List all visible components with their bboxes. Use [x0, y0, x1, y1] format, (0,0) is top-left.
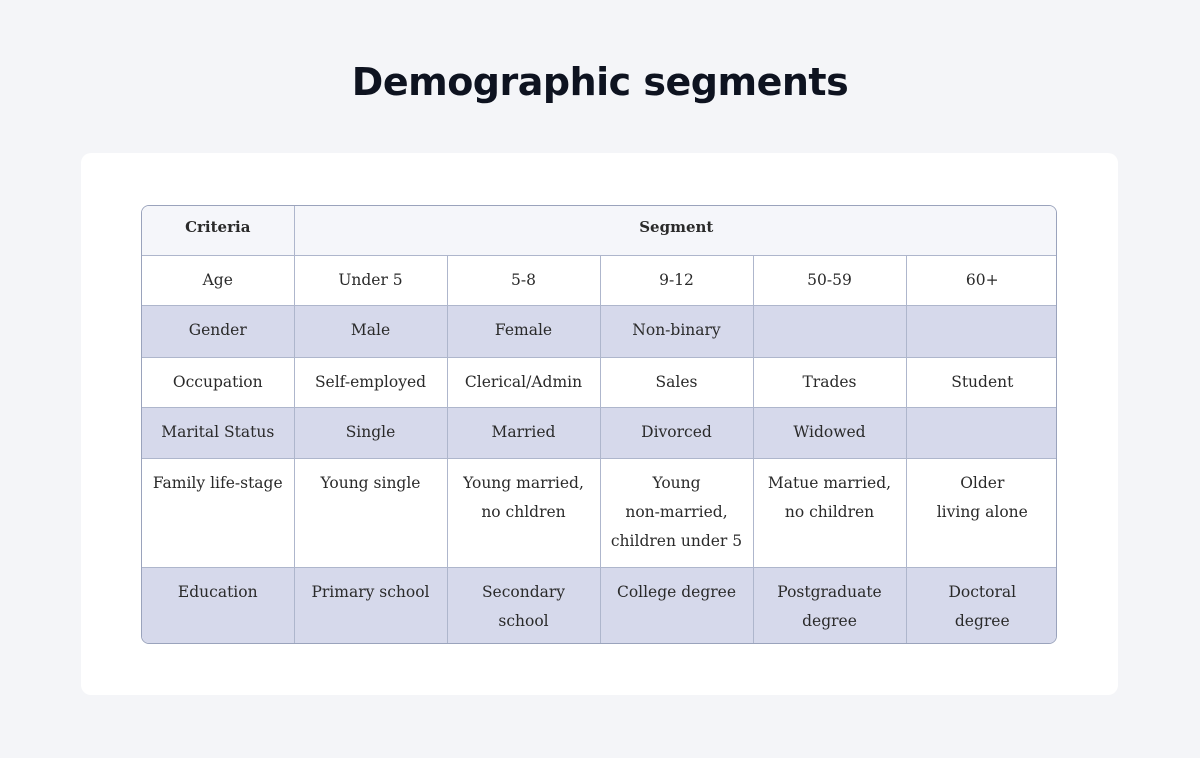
- segment-cell: Student: [905, 356, 1056, 408]
- segment-cell: 50-59: [752, 254, 907, 306]
- segment-cell: Young single: [293, 457, 448, 568]
- segment-header: Segment: [293, 206, 1056, 256]
- criteria-cell: Occupation: [142, 356, 295, 408]
- segment-cell: Divorced: [599, 406, 754, 459]
- segment-cell: College degree: [599, 566, 754, 643]
- segment-cell: Primary school: [293, 566, 448, 643]
- segments-table-container: Criteria Segment Age Under 5 5-8 9-12 50…: [141, 205, 1057, 644]
- segment-cell-empty: [752, 304, 907, 358]
- criteria-cell: Education: [142, 566, 295, 643]
- criteria-cell: Age: [142, 254, 295, 306]
- segment-cell: Married: [446, 406, 601, 459]
- segment-cell-empty: [905, 406, 1056, 459]
- segment-cell: Secondary school: [446, 566, 601, 643]
- criteria-header: Criteria: [142, 206, 295, 256]
- segment-cell: Doctoral degree: [905, 566, 1056, 643]
- segment-cell: Female: [446, 304, 601, 358]
- criteria-cell: Marital Status: [142, 406, 295, 459]
- table-row-education: Education Primary school Secondary schoo…: [142, 566, 1056, 643]
- segment-cell-empty: [905, 304, 1056, 358]
- segment-cell: Male: [293, 304, 448, 358]
- segment-cell: Older living alone: [905, 457, 1056, 568]
- criteria-cell: Family life-stage: [142, 457, 295, 568]
- table-row-occupation: Occupation Self-employed Clerical/Admin …: [142, 356, 1056, 408]
- segment-cell: Sales: [599, 356, 754, 408]
- segment-cell: Young married, no chldren: [446, 457, 601, 568]
- table-row-gender: Gender Male Female Non-binary: [142, 304, 1056, 358]
- criteria-cell: Gender: [142, 304, 295, 358]
- demographic-segments-table: Criteria Segment Age Under 5 5-8 9-12 50…: [142, 206, 1056, 643]
- segment-cell: Under 5: [293, 254, 448, 306]
- segment-cell: Self-employed: [293, 356, 448, 408]
- segment-cell: Clerical/Admin: [446, 356, 601, 408]
- segment-cell: Trades: [752, 356, 907, 408]
- segment-cell: 5-8: [446, 254, 601, 306]
- table-header-row: Criteria Segment: [142, 206, 1056, 256]
- segment-cell: Young non-married, children under 5: [599, 457, 754, 568]
- table-row-family-life-stage: Family life-stage Young single Young mar…: [142, 457, 1056, 568]
- page-title: Demographic segments: [351, 60, 849, 104]
- segment-cell: 60+: [905, 254, 1056, 306]
- table-row-marital-status: Marital Status Single Married Divorced W…: [142, 406, 1056, 459]
- segment-cell: Single: [293, 406, 448, 459]
- segment-cell: Non-binary: [599, 304, 754, 358]
- table-card: Criteria Segment Age Under 5 5-8 9-12 50…: [81, 153, 1118, 695]
- segment-cell: Widowed: [752, 406, 907, 459]
- segment-cell: Matue married, no children: [752, 457, 907, 568]
- table-row-age: Age Under 5 5-8 9-12 50-59 60+: [142, 254, 1056, 306]
- segment-cell: Postgraduate degree: [752, 566, 907, 643]
- segment-cell: 9-12: [599, 254, 754, 306]
